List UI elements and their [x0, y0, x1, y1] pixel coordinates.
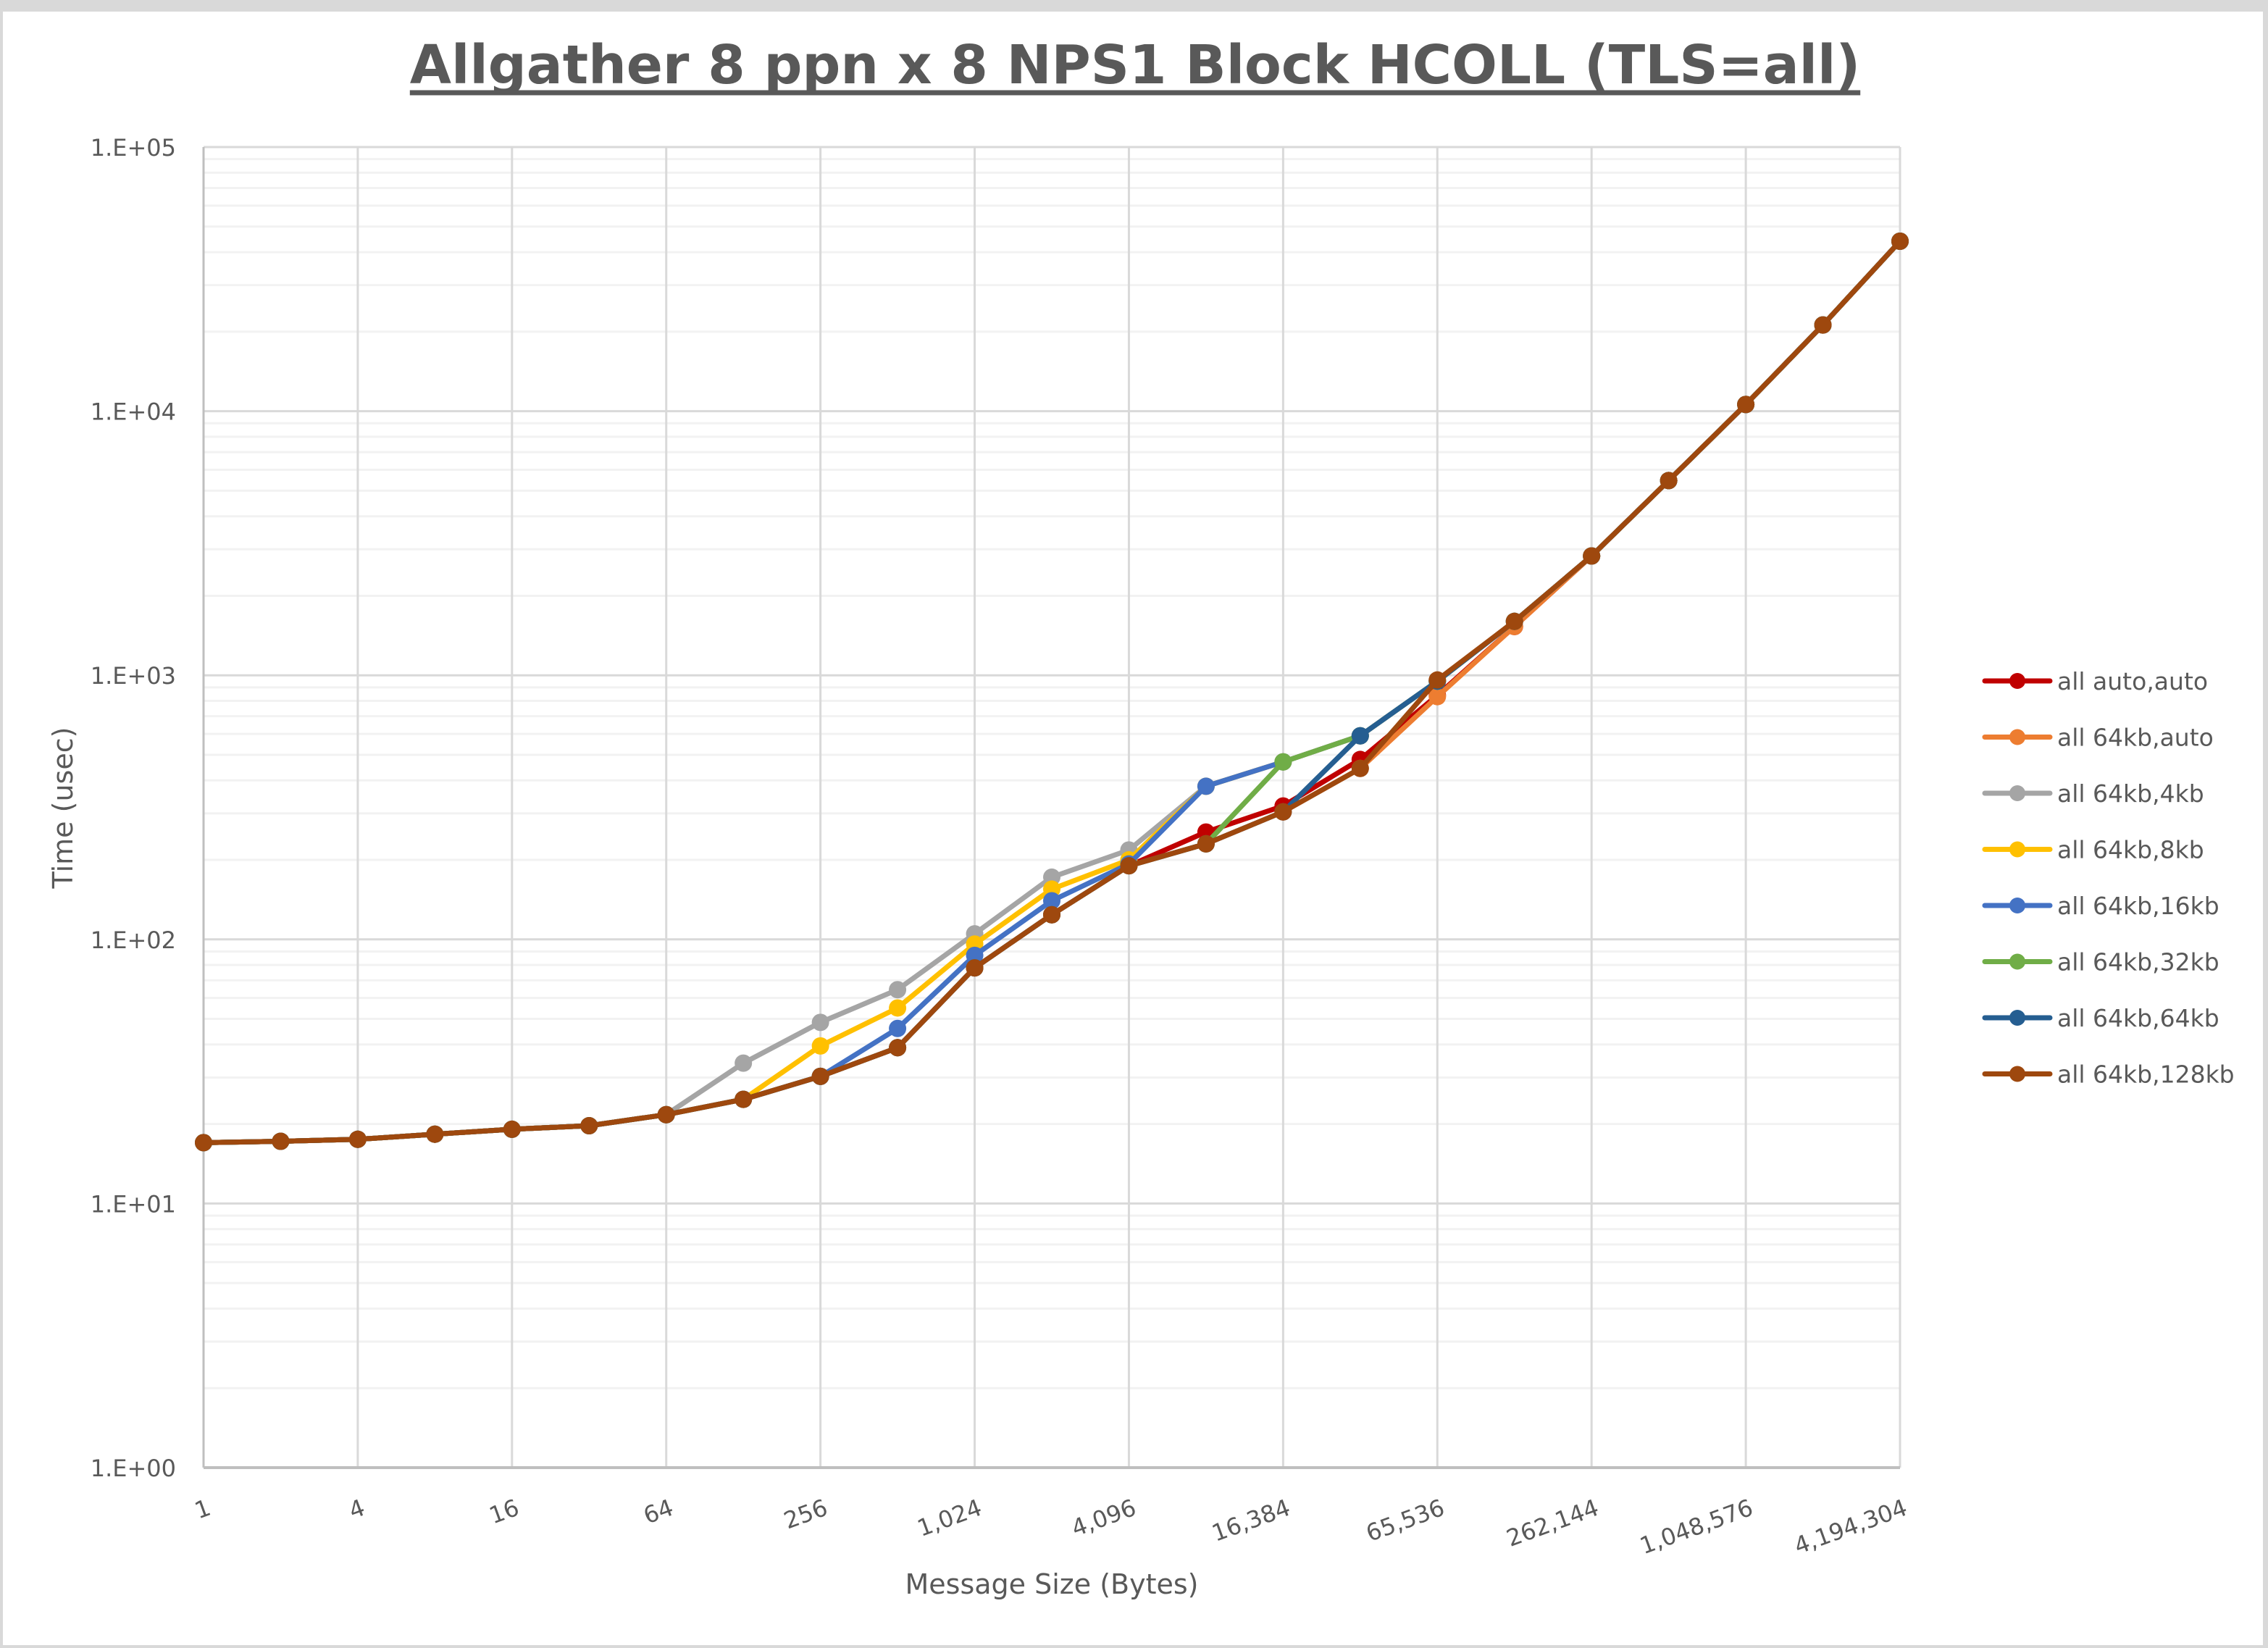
data-point: [1660, 472, 1678, 490]
data-point: [426, 1125, 444, 1143]
legend-dot-icon: [2009, 785, 2025, 801]
chart-title: Allgather 8 ppn x 8 NPS1 Block HCOLL (TL…: [410, 34, 1860, 96]
legend-label: all 64kb,auto: [2057, 724, 2214, 752]
data-point: [1505, 612, 1523, 630]
data-point: [735, 1090, 753, 1108]
legend-item: all 64kb,32kb: [1982, 948, 2219, 976]
data-point: [1428, 671, 1447, 689]
y-axis-tick-labels: 1.E+00 1.E+01 1.E+02 1.E+03 1.E+04 1.E+05: [91, 134, 176, 1482]
data-point: [1274, 753, 1292, 771]
data-series: [195, 232, 1909, 1152]
x-tick-label: 65,536: [1363, 1494, 1448, 1547]
x-axis-tick-labels: 1 4 16 64 256 1,024 4,096 16,384 65,536 262,144 1,…: [191, 1494, 1911, 1560]
data-point: [580, 1117, 598, 1135]
series-all-64kb-16kb: [195, 232, 1909, 1152]
series-all-auto-auto: [195, 232, 1909, 1152]
legend-dot-icon: [2009, 898, 2025, 913]
y-tick-label: 1.E+02: [91, 927, 176, 954]
minor-gridlines: [204, 158, 1900, 1389]
data-point: [889, 1039, 907, 1057]
series-all-64kb-4kb: [195, 232, 1909, 1152]
series-all-64kb-8kb: [195, 232, 1909, 1152]
data-point: [811, 1013, 829, 1032]
series-all-64kb-auto: [195, 232, 1909, 1152]
data-point: [1428, 687, 1447, 706]
legend-label: all 64kb,8kb: [2057, 836, 2204, 864]
data-point: [1274, 803, 1292, 821]
legend-item: all 64kb,64kb: [1982, 1004, 2219, 1032]
x-tick-label: 4: [346, 1494, 369, 1525]
y-axis-title: Time (usec): [47, 727, 79, 890]
legend-label: all 64kb,4kb: [2057, 779, 2204, 808]
data-point: [889, 1019, 907, 1037]
x-tick-label: 4,096: [1068, 1494, 1139, 1542]
legend-label: all auto,auto: [2057, 667, 2208, 695]
data-point: [657, 1105, 675, 1124]
series-all-64kb-64kb: [195, 232, 1909, 1152]
data-point: [503, 1120, 521, 1138]
y-tick-label: 1.E+05: [91, 134, 176, 162]
chart-frame: [3, 12, 2263, 1645]
y-tick-label: 1.E+03: [91, 662, 176, 690]
x-tick-label: 64: [640, 1494, 677, 1530]
data-point: [1120, 857, 1138, 875]
data-point: [811, 1067, 829, 1085]
y-tick-label: 1.E+01: [91, 1190, 176, 1218]
x-tick-label: 1,024: [913, 1494, 985, 1542]
x-axis-title: Message Size (Bytes): [905, 1568, 1199, 1600]
data-point: [966, 946, 984, 964]
legend-dot-icon: [2009, 841, 2025, 858]
data-point: [1351, 727, 1369, 745]
legend-label: all 64kb,32kb: [2057, 948, 2219, 976]
legend-item: all 64kb,16kb: [1982, 892, 2219, 920]
data-point: [1043, 905, 1060, 924]
legend-item: all auto,auto: [1982, 667, 2208, 695]
y-tick-label: 1.E+00: [91, 1455, 176, 1482]
legend-item: all 64kb,8kb: [1982, 836, 2204, 864]
legend-dot-icon: [2009, 953, 2025, 970]
legend-item: all 64kb,4kb: [1982, 779, 2204, 808]
data-point: [1583, 547, 1601, 565]
data-point: [1043, 868, 1060, 886]
x-tick-label: 256: [780, 1494, 831, 1535]
legend-label: all 64kb,128kb: [2057, 1061, 2235, 1089]
legend-item: all 64kb,128kb: [1982, 1061, 2235, 1089]
x-tick-label: 1,048,576: [1636, 1494, 1757, 1560]
data-point: [811, 1037, 829, 1055]
x-tick-label: 16: [485, 1494, 522, 1530]
legend: all auto,auto all 64kb,auto all 64kb,4kb al…: [1982, 667, 2235, 1089]
y-tick-label: 1.E+04: [91, 398, 176, 426]
major-gridlines: [202, 146, 1901, 1469]
x-tick-label: 262,144: [1503, 1494, 1602, 1552]
data-point: [1197, 835, 1215, 853]
series-all-64kb-128kb: [195, 232, 1909, 1152]
legend-item: all 64kb,auto: [1982, 724, 2214, 752]
data-point: [889, 981, 907, 999]
axes: [202, 147, 1900, 1469]
data-point: [1197, 777, 1215, 795]
x-tick-label: 16,384: [1208, 1494, 1294, 1547]
data-point: [348, 1130, 367, 1148]
legend-label: all 64kb,64kb: [2057, 1004, 2219, 1032]
data-point: [1814, 316, 1832, 334]
data-point: [889, 999, 907, 1017]
legend-dot-icon: [2009, 1010, 2025, 1026]
data-point: [1891, 232, 1909, 250]
data-point: [1043, 892, 1060, 910]
legend-dot-icon: [2009, 673, 2025, 689]
data-point: [195, 1134, 212, 1152]
data-point: [272, 1132, 290, 1150]
data-point: [1351, 759, 1369, 777]
data-point: [735, 1054, 753, 1072]
x-tick-label: 4,194,304: [1791, 1494, 1911, 1560]
legend-dot-icon: [2009, 729, 2025, 745]
data-point: [1737, 396, 1755, 414]
series-all-64kb-32kb: [195, 232, 1909, 1152]
legend-label: all 64kb,16kb: [2057, 892, 2219, 920]
data-point: [966, 959, 984, 977]
x-tick-label: 1: [191, 1494, 214, 1525]
legend-dot-icon: [2009, 1066, 2025, 1082]
